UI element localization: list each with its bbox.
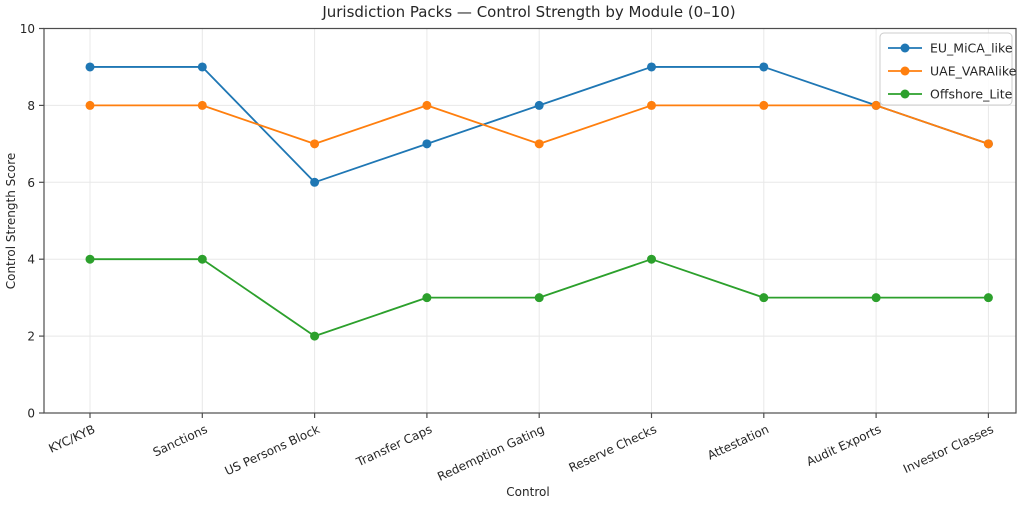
y-tick-label: 10	[20, 22, 35, 36]
legend-entry-label: Offshore_Lite	[930, 87, 1013, 102]
data-point-Offshore_Lite	[871, 293, 881, 303]
data-point-UAE_VARAlike	[422, 100, 432, 110]
data-point-UAE_VARAlike	[983, 139, 993, 149]
data-point-UAE_VARAlike	[534, 139, 544, 149]
plot-border	[43, 27, 1017, 414]
data-point-UAE_VARAlike	[647, 100, 656, 110]
data-point-EU_MiCA_like	[422, 139, 432, 149]
data-point-Offshore_Lite	[647, 254, 656, 264]
legend-marker	[900, 43, 910, 53]
y-tick-label: 6	[27, 176, 35, 190]
data-point-UAE_VARAlike	[197, 100, 207, 110]
x-axis-label: Control	[506, 485, 549, 499]
legend: EU_MiCA_like UAE_VARAlike Offshore_Lite	[879, 32, 1017, 106]
data-point-Offshore_Lite	[310, 331, 320, 341]
data-point-EU_MiCA_like	[197, 62, 207, 72]
data-point-UAE_VARAlike	[759, 100, 769, 110]
data-point-EU_MiCA_like	[534, 100, 544, 110]
y-tick-label: 0	[27, 407, 35, 421]
data-point-Offshore_Lite	[422, 293, 432, 303]
legend-entry-label: UAE_VARAlike	[930, 64, 1017, 79]
data-point-Offshore_Lite	[197, 254, 207, 264]
data-point-EU_MiCA_like	[647, 62, 656, 72]
data-point-EU_MiCA_like	[759, 62, 769, 72]
axes	[39, 27, 1017, 418]
y-axis-label: Control Strength Score	[4, 153, 18, 290]
data-point-UAE_VARAlike	[310, 139, 320, 149]
data-point-UAE_VARAlike	[871, 100, 881, 110]
data-point-Offshore_Lite	[85, 254, 95, 264]
legend-entry-label: EU_MiCA_like	[930, 41, 1013, 56]
series-layer	[85, 62, 993, 341]
y-tick-label: 8	[27, 99, 35, 113]
y-tick-label: 2	[27, 330, 35, 344]
chart-title: Jurisdiction Packs — Control Strength by…	[321, 3, 735, 21]
y-tick-label: 4	[27, 253, 35, 267]
legend-marker	[900, 66, 910, 76]
legend-box	[879, 32, 1013, 106]
data-point-Offshore_Lite	[534, 293, 544, 303]
legend-marker	[900, 89, 910, 99]
data-point-EU_MiCA_like	[310, 177, 320, 187]
data-point-UAE_VARAlike	[85, 100, 95, 110]
data-point-EU_MiCA_like	[85, 62, 95, 72]
data-point-Offshore_Lite	[759, 293, 769, 303]
data-point-Offshore_Lite	[983, 293, 993, 303]
